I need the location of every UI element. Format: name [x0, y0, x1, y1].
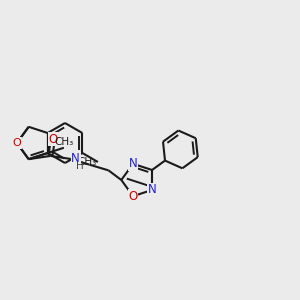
Text: CH₃: CH₃: [54, 137, 74, 147]
Text: O: O: [48, 133, 57, 146]
Text: O: O: [128, 190, 138, 202]
Text: H: H: [76, 161, 84, 171]
Text: O: O: [13, 138, 21, 148]
Text: N: N: [71, 152, 80, 165]
Text: N: N: [129, 157, 137, 170]
Text: CH₃: CH₃: [78, 157, 97, 167]
Text: N: N: [148, 184, 156, 196]
